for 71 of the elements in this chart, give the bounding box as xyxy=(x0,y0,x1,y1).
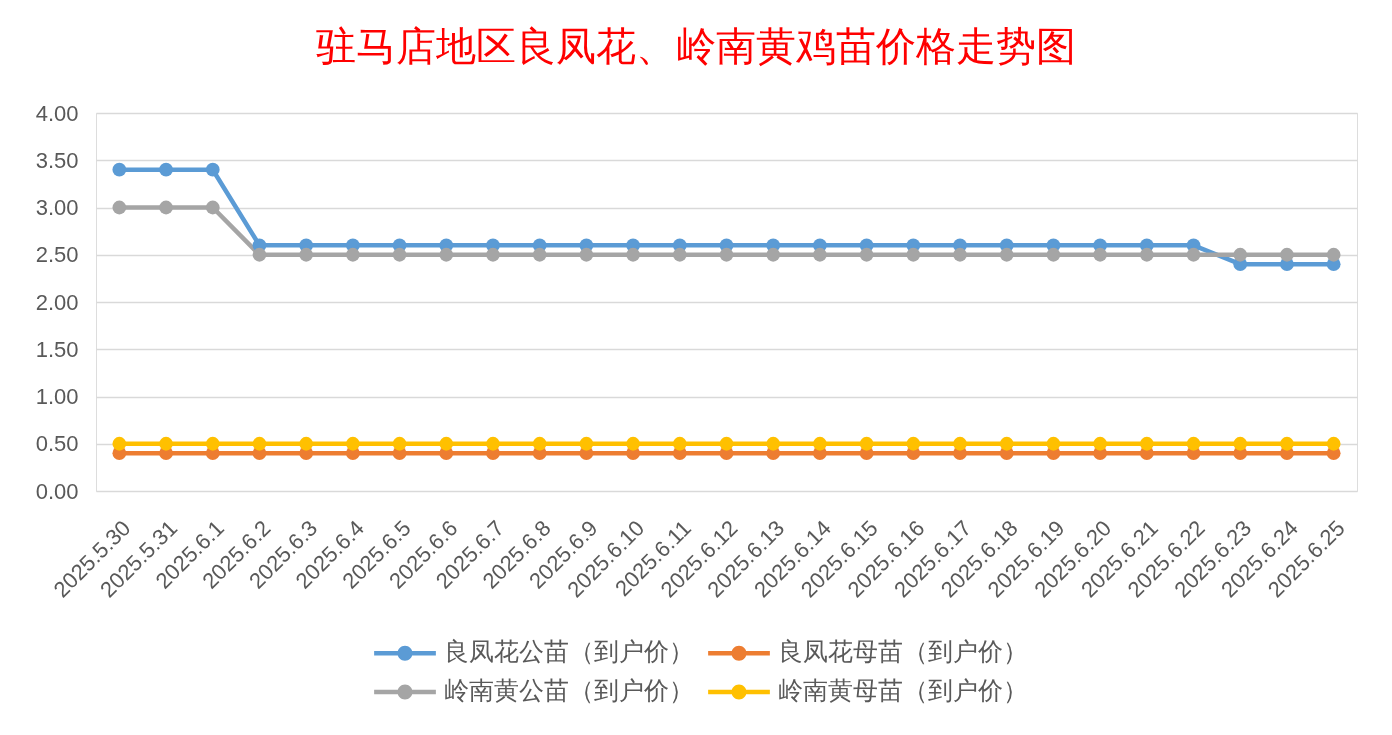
point xyxy=(999,247,1014,262)
point xyxy=(345,436,360,451)
y-tick-label: 3.50 xyxy=(35,147,79,173)
point xyxy=(766,436,781,451)
point xyxy=(672,436,687,451)
y-tick-label: 2.50 xyxy=(35,242,79,268)
point xyxy=(159,200,173,215)
y-tick-label: 0.50 xyxy=(35,431,79,457)
point xyxy=(252,436,267,451)
point xyxy=(719,247,734,262)
point xyxy=(205,162,220,177)
point xyxy=(439,247,454,262)
point xyxy=(532,436,547,451)
point xyxy=(392,436,407,451)
point xyxy=(1280,247,1294,262)
point xyxy=(112,200,127,215)
point xyxy=(112,162,127,177)
point xyxy=(159,162,173,177)
point xyxy=(159,436,173,451)
point xyxy=(439,436,454,451)
point xyxy=(1326,436,1341,451)
point xyxy=(813,247,827,262)
point xyxy=(299,247,314,262)
point xyxy=(532,247,547,262)
point xyxy=(626,247,640,262)
point xyxy=(579,247,594,262)
point xyxy=(672,247,687,262)
point xyxy=(112,436,127,451)
point xyxy=(1046,436,1061,451)
point xyxy=(486,247,500,262)
point xyxy=(1139,436,1154,451)
point xyxy=(486,436,500,451)
point xyxy=(1046,247,1061,262)
y-tick-label: 1.50 xyxy=(35,336,79,362)
point xyxy=(392,247,407,262)
y-tick-label: 0.00 xyxy=(35,478,79,504)
point xyxy=(1280,436,1294,451)
point xyxy=(719,436,734,451)
point xyxy=(1233,436,1248,451)
point xyxy=(205,200,220,215)
point xyxy=(859,436,874,451)
point xyxy=(205,436,220,451)
point xyxy=(813,436,827,451)
point xyxy=(953,247,967,262)
point xyxy=(345,247,360,262)
point xyxy=(626,436,640,451)
legend-label: 良凤花公苗（到户价） xyxy=(444,638,694,666)
chart-title: 驻马店地区良凤花、岭南黄鸡苗价格走势图 xyxy=(316,24,1077,69)
point xyxy=(252,247,267,262)
point xyxy=(953,436,967,451)
point xyxy=(906,247,921,262)
legend-label: 岭南黄母苗（到户价） xyxy=(778,677,1028,704)
point xyxy=(579,436,594,451)
y-tick-label: 1.00 xyxy=(35,384,79,409)
y-tick-label: 4.00 xyxy=(35,100,79,126)
point xyxy=(1093,436,1108,451)
point xyxy=(766,247,781,262)
legend-label: 良凤花母苗（到户价） xyxy=(778,638,1028,666)
point xyxy=(1139,247,1154,262)
point xyxy=(299,436,314,451)
point xyxy=(999,436,1014,451)
y-tick-label: 2.00 xyxy=(35,289,79,315)
point xyxy=(1093,247,1108,262)
point xyxy=(859,247,874,262)
point xyxy=(906,436,921,451)
legend-label: 岭南黄公苗（到户价） xyxy=(444,677,694,704)
point xyxy=(1186,436,1201,451)
y-tick-label: 3.00 xyxy=(35,195,79,220)
point xyxy=(1186,247,1201,262)
point xyxy=(1326,247,1341,262)
point xyxy=(1233,247,1248,262)
